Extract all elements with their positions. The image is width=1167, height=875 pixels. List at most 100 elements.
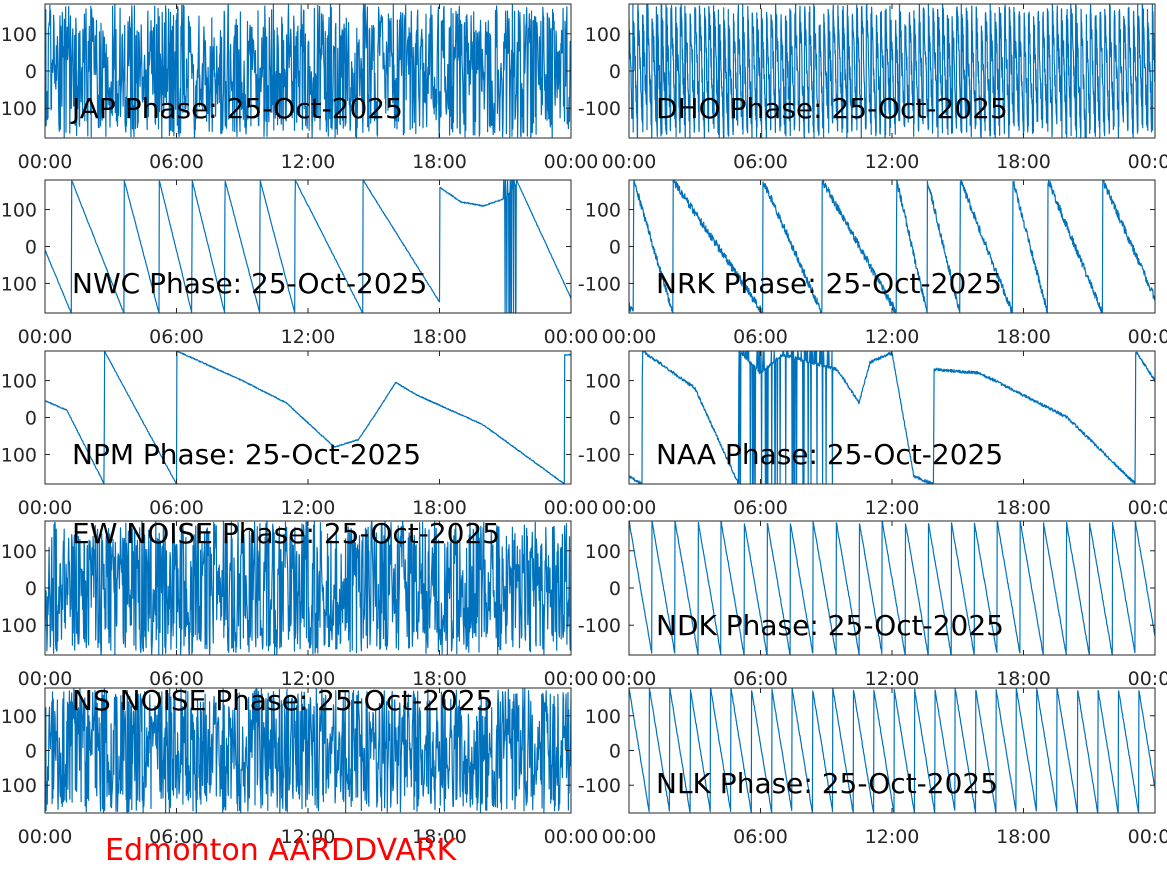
- y-tick-label: -100: [0, 615, 37, 637]
- x-tick-label: 18:00: [412, 151, 467, 173]
- y-tick-label: 100: [585, 24, 621, 46]
- x-tick-label: 06:00: [149, 668, 204, 690]
- y-tick-label: 0: [609, 578, 621, 600]
- y-tick-label: 100: [1, 541, 37, 563]
- phase-series-line: [629, 521, 1155, 655]
- x-tick-label: 12:00: [281, 497, 336, 519]
- x-tick-label: 00:00: [602, 668, 657, 690]
- phase-series-line: [45, 4, 571, 138]
- x-tick-label: 12:00: [865, 668, 920, 690]
- x-tick-label: 06:00: [733, 497, 788, 519]
- y-tick-label: -100: [0, 444, 37, 466]
- x-tick-label: 12:00: [281, 668, 336, 690]
- y-tick-label: 0: [25, 61, 37, 83]
- phase-series-line: [45, 351, 571, 484]
- y-tick-label: 0: [25, 578, 37, 600]
- x-tick-label: 00:00: [1128, 668, 1167, 690]
- x-tick-label: 06:00: [733, 326, 788, 348]
- x-tick-label: 00:00: [18, 497, 73, 519]
- x-tick-label: 12:00: [865, 151, 920, 173]
- x-tick-label: 18:00: [996, 826, 1051, 848]
- panel-title: NS NOISE Phase: 25-Oct-2025: [72, 684, 493, 717]
- x-tick-label: 18:00: [996, 151, 1051, 173]
- x-tick-label: 00:00: [18, 668, 73, 690]
- x-tick-label: 12:00: [281, 326, 336, 348]
- x-tick-label: 00:00: [18, 826, 73, 848]
- x-tick-label: 18:00: [412, 326, 467, 348]
- phase-series-line: [629, 180, 1155, 313]
- x-tick-label: 18:00: [996, 326, 1051, 348]
- y-tick-label: 0: [609, 408, 621, 430]
- x-tick-label: 00:00: [1128, 497, 1167, 519]
- y-tick-label: -100: [578, 615, 621, 637]
- y-tick-label: 0: [609, 237, 621, 259]
- x-tick-label: 06:00: [733, 151, 788, 173]
- x-tick-label: 06:00: [733, 826, 788, 848]
- x-tick-label: 00:00: [544, 151, 599, 173]
- panel-title: NLK Phase: 25-Oct-2025: [656, 767, 998, 800]
- panel-title: NWC Phase: 25-Oct-2025: [72, 267, 427, 300]
- phase-series-line: [629, 688, 1155, 813]
- y-tick-label: -100: [578, 775, 621, 797]
- y-tick-label: 0: [25, 408, 37, 430]
- y-tick-label: 0: [25, 237, 37, 259]
- y-tick-label: 0: [609, 741, 621, 763]
- x-tick-label: 06:00: [149, 151, 204, 173]
- x-tick-label: 18:00: [996, 668, 1051, 690]
- y-tick-label: 0: [25, 741, 37, 763]
- phase-series-line: [45, 521, 571, 655]
- panel-10: 100 0 -100 00:00 06:00 12:00 18:00 00:00 NLK Pha…: [578, 687, 1167, 848]
- x-tick-label: 18:00: [996, 497, 1051, 519]
- y-tick-label: 100: [585, 200, 621, 222]
- panel-title: DHO Phase: 25-Oct-2025: [656, 92, 1008, 125]
- panel-title: EW NOISE Phase: 25-Oct-2025: [72, 517, 500, 550]
- x-tick-label: 00:00: [18, 151, 73, 173]
- phase-series-line: [629, 4, 1155, 138]
- panel-title: JAP Phase: 25-Oct-2025: [70, 92, 403, 125]
- y-tick-label: -100: [0, 98, 37, 120]
- y-tick-label: 100: [585, 541, 621, 563]
- x-tick-label: 00:00: [544, 826, 599, 848]
- x-tick-label: 12:00: [281, 151, 336, 173]
- panel-3: 100 0 -100 00:00 06:00 12:00 18:00 00:00 NWC Pha…: [0, 179, 598, 348]
- x-tick-label: 12:00: [865, 326, 920, 348]
- panel-4: 100 0 -100 00:00 06:00 12:00 18:00 00:00 NRK Pha…: [578, 179, 1167, 348]
- y-tick-label: -100: [578, 98, 621, 120]
- y-tick-label: -100: [0, 273, 37, 295]
- x-tick-label: 00:00: [602, 151, 657, 173]
- panel-5: 100 0 -100 00:00 06:00 12:00 18:00 00:00 NPM Pha…: [0, 350, 599, 519]
- panel-1: 100 0 -100 00:00 06:00 12:00 18:00 00:00 JAP Pha…: [0, 3, 599, 173]
- x-tick-label: 00:00: [602, 326, 657, 348]
- panels-container: 100 0 -100 00:00 06:00 12:00 18:00 00:00 JAP Pha…: [0, 3, 1167, 848]
- x-tick-label: 00:00: [544, 497, 599, 519]
- x-tick-label: 18:00: [412, 668, 467, 690]
- phase-series-line: [45, 688, 571, 813]
- x-tick-label: 12:00: [865, 497, 920, 519]
- y-tick-label: 100: [1, 24, 37, 46]
- panel-6: 100 0 -100 00:00 06:00 12:00 18:00 00:00 NAA Pha…: [578, 350, 1167, 519]
- panel-9: 100 0 -100 00:00 06:00 12:00 18:00 00:00 NS NOIS…: [0, 684, 598, 848]
- x-tick-label: 00:00: [544, 668, 599, 690]
- y-tick-label: 100: [1, 371, 37, 393]
- x-tick-label: 00:00: [602, 497, 657, 519]
- panel-title: NPM Phase: 25-Oct-2025: [72, 438, 421, 471]
- phase-series-line: [45, 180, 571, 313]
- x-tick-label: 00:00: [1128, 151, 1167, 173]
- x-tick-label: 06:00: [149, 326, 204, 348]
- panel-title: NAA Phase: 25-Oct-2025: [656, 438, 1003, 471]
- panel-2: 100 0 -100 00:00 06:00 12:00 18:00 00:00 DHO Pha…: [578, 3, 1167, 173]
- panel-7: 100 0 -100 00:00 06:00 12:00 18:00 00:00 EW NOIS…: [0, 517, 598, 690]
- panel-title: NRK Phase: 25-Oct-2025: [656, 267, 1002, 300]
- x-tick-label: 06:00: [149, 826, 204, 848]
- x-tick-label: 00:00: [1128, 826, 1167, 848]
- panel-8: 100 0 -100 00:00 06:00 12:00 18:00 00:00 NDK Pha…: [578, 520, 1167, 690]
- y-tick-label: -100: [578, 273, 621, 295]
- x-tick-label: 12:00: [281, 826, 336, 848]
- y-tick-label: 100: [585, 371, 621, 393]
- x-tick-label: 00:00: [1128, 326, 1167, 348]
- x-tick-label: 18:00: [412, 826, 467, 848]
- x-tick-label: 06:00: [149, 497, 204, 519]
- x-tick-label: 18:00: [412, 497, 467, 519]
